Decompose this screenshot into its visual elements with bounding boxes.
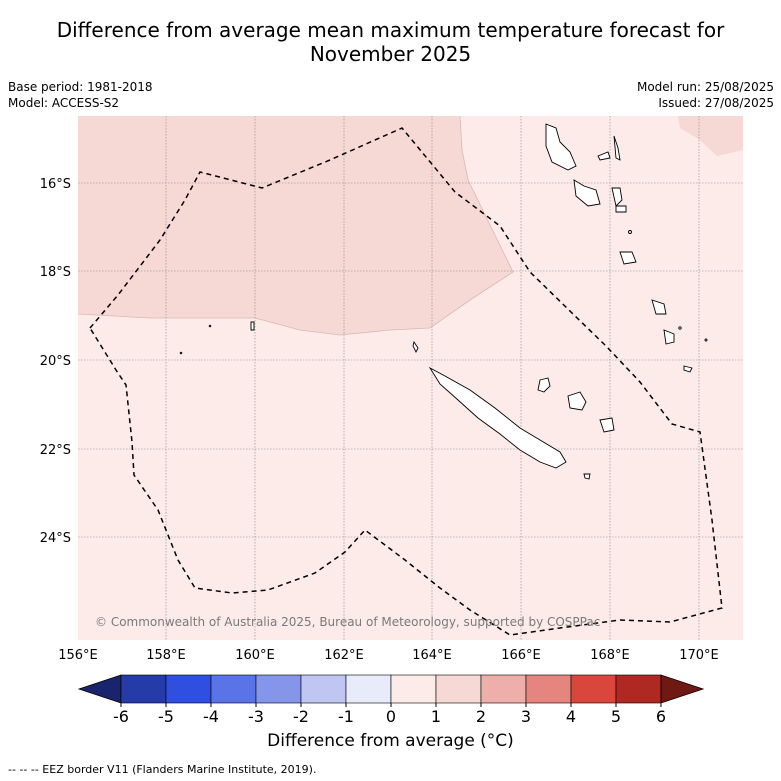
- lon-label: 160°E: [235, 648, 275, 663]
- lon-labels: 156°E 158°E 160°E 162°E 164°E 166°E 168°…: [58, 648, 719, 663]
- lat-label: 20°S: [40, 354, 71, 369]
- colorbar-tick-label: -1: [338, 707, 354, 726]
- loyalty-island-lifou: [567, 391, 587, 411]
- zone-boundary: [78, 116, 514, 336]
- chart-title: Difference from average mean maximum tem…: [0, 18, 781, 66]
- title-line-2: November 2025: [309, 42, 472, 66]
- lon-label: 166°E: [501, 648, 541, 663]
- eez-border: [89, 127, 723, 636]
- new-caledonia-island: [428, 366, 567, 469]
- colorbar-tick-label: 0: [386, 707, 396, 726]
- espiritu-santo-island: [545, 123, 577, 171]
- aneityum-island: [683, 365, 693, 373]
- coastlines: [179, 123, 708, 480]
- copyright-text: © Commonwealth of Australia 2025, Bureau…: [95, 615, 600, 629]
- colorbar-segment: [120, 674, 167, 704]
- colorbar-tick-label: -2: [293, 707, 309, 726]
- colorbar-segment: [345, 674, 392, 704]
- lon-label: 168°E: [590, 648, 630, 663]
- zone-1-to-2: [78, 116, 513, 335]
- colorbar-tick-label: 1: [431, 707, 441, 726]
- colorbar-tick-label: 6: [656, 707, 666, 726]
- colorbar-tick-label: -5: [158, 707, 174, 726]
- small-islet-3: [704, 338, 708, 342]
- tanna-island: [663, 329, 675, 345]
- colorbar-segment: [435, 674, 482, 704]
- colorbar-tick-label: 4: [566, 707, 576, 726]
- colorbar-over-arrow: [660, 674, 705, 704]
- issued-text: Issued: 27/08/2025: [658, 96, 774, 110]
- footer-text: -- -- -- EEZ border V11 (Flanders Marine…: [8, 763, 317, 776]
- colorbar-tick-label: 5: [611, 707, 621, 726]
- small-islet-5: [208, 324, 212, 328]
- efate-island: [619, 251, 637, 265]
- lat-labels: 16°S 18°S 20°S 22°S 24°S: [40, 177, 71, 546]
- lon-label: 170°E: [679, 648, 719, 663]
- ambrym-island: [615, 205, 627, 213]
- malekula-island: [573, 179, 601, 207]
- colorbar-segment: [255, 674, 302, 704]
- belep-island: [412, 340, 419, 354]
- colorbar-label: Difference from average (°C): [267, 731, 514, 751]
- lon-label: 158°E: [146, 648, 186, 663]
- lon-label: 156°E: [58, 648, 98, 663]
- maewo-island: [613, 135, 621, 161]
- colorbar-segment: [210, 674, 257, 704]
- lat-label: 18°S: [40, 265, 71, 280]
- colorbar-under-arrow: [77, 674, 122, 704]
- model-text: Model: ACCESS-S2: [8, 96, 120, 110]
- zone-1-to-2-ne: [678, 116, 743, 156]
- graticule: [78, 116, 743, 640]
- small-islet-2: [678, 326, 682, 330]
- colorbar-segment: [480, 674, 527, 704]
- meta-left: Base period: 1981-2018 Model: ACCESS-S2: [8, 79, 153, 111]
- colorbar-segment: [390, 674, 437, 704]
- colorbar-segment: [165, 674, 212, 704]
- colorbar-segment: [300, 674, 347, 704]
- title-line-1: Difference from average mean maximum tem…: [56, 18, 725, 42]
- lon-label: 164°E: [412, 648, 452, 663]
- pentecost-island: [611, 187, 623, 207]
- colorbar-tick-label: -4: [203, 707, 219, 726]
- colorbar: [77, 674, 705, 704]
- colorbar-ticks: -6 -5 -4 -3 -2 -1 0 1 2 3 4 5 6: [113, 703, 666, 726]
- meta-right: Model run: 25/08/2025 Issued: 27/08/2025: [637, 79, 774, 111]
- isle-of-pines: [583, 473, 591, 480]
- colorbar-tick-label: -3: [248, 707, 264, 726]
- colorbar-segment: [570, 674, 617, 704]
- colorbar-tick-label: 2: [476, 707, 486, 726]
- chesterfield-islet: [250, 321, 255, 331]
- lon-label: 162°E: [324, 648, 364, 663]
- colorbar-segment: [615, 674, 662, 704]
- colorbar-tick-label: -6: [113, 707, 129, 726]
- lat-label: 22°S: [40, 443, 71, 458]
- loyalty-island-mare: [599, 417, 615, 433]
- colorbar-tick-label: 3: [521, 707, 531, 726]
- colorbar-segment: [525, 674, 572, 704]
- small-islet-1: [628, 230, 632, 234]
- lat-label: 16°S: [40, 177, 71, 192]
- model-run-text: Model run: 25/08/2025: [636, 80, 774, 94]
- base-period-text: Base period: 1981-2018: [8, 80, 153, 94]
- lat-label: 24°S: [40, 531, 71, 546]
- small-islet-4: [179, 351, 183, 355]
- ambae-island: [597, 151, 611, 161]
- map-area: © Commonwealth of Australia 2025, Bureau…: [78, 116, 743, 640]
- erromango-island: [651, 299, 667, 315]
- loyalty-island-ouvea: [537, 377, 551, 393]
